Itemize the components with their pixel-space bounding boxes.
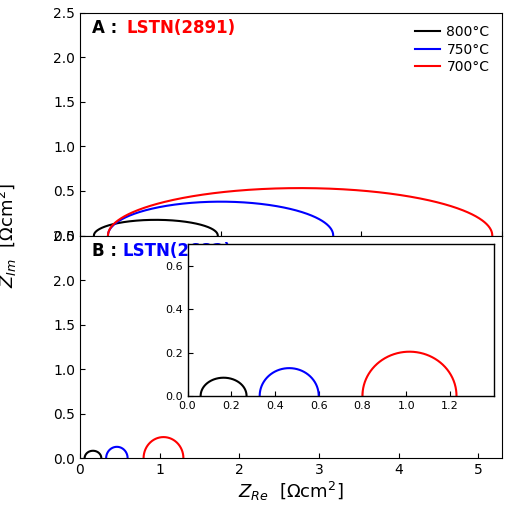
Text: LSTN(2682): LSTN(2682) xyxy=(122,242,231,260)
X-axis label: $Z_{Re}$  [$\Omega$cm$^2$]: $Z_{Re}$ [$\Omega$cm$^2$] xyxy=(238,480,344,503)
Legend: 800°C, 750°C, 700°C: 800°C, 750°C, 700°C xyxy=(409,20,495,80)
Text: B :: B : xyxy=(93,242,123,260)
Text: LSTN(2891): LSTN(2891) xyxy=(126,19,235,37)
Text: A :: A : xyxy=(93,19,124,37)
Text: $Z_{Im}$  [$\Omega$cm$^2$]: $Z_{Im}$ [$\Omega$cm$^2$] xyxy=(0,183,19,288)
